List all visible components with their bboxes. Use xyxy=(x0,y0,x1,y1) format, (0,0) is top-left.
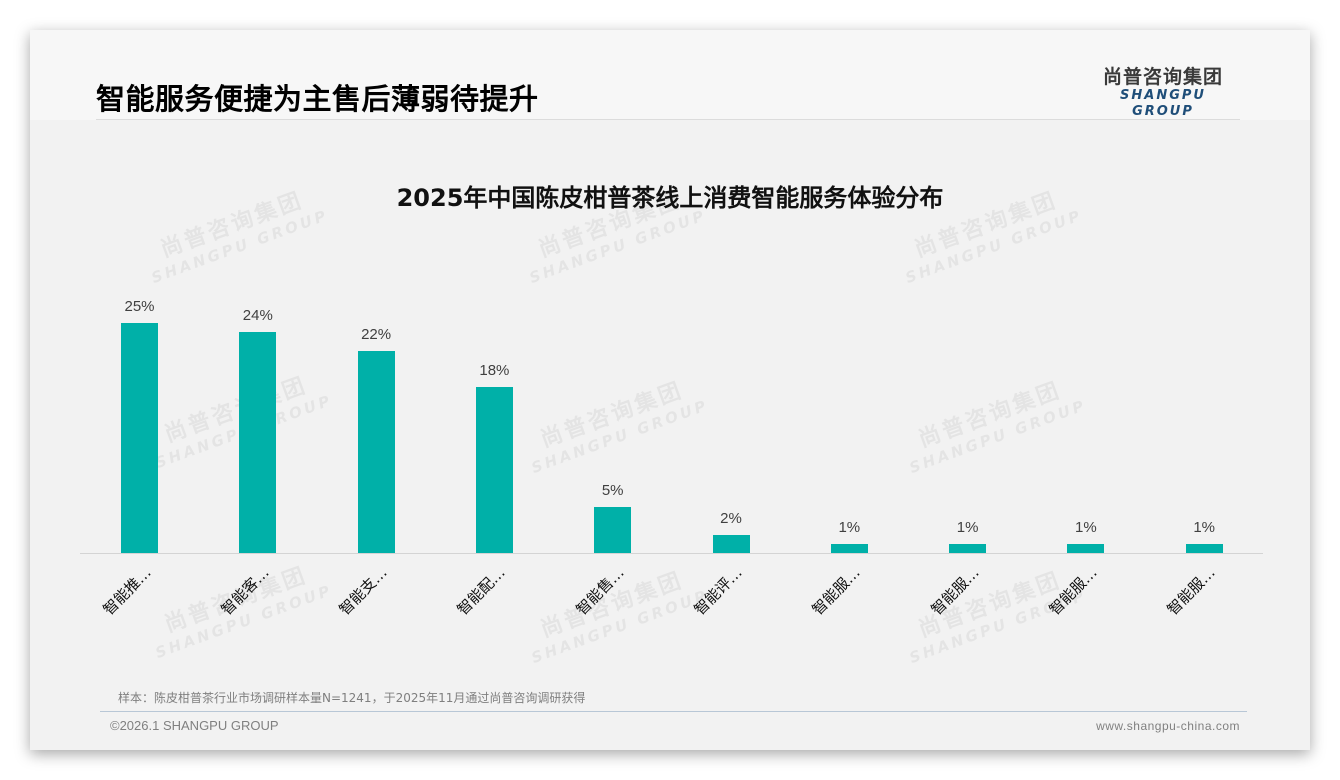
bar-value-label: 18% xyxy=(479,362,510,380)
bar xyxy=(1185,543,1223,553)
bar-value-label: 1% xyxy=(838,518,861,536)
x-axis-category-label: 智能客… xyxy=(217,563,273,619)
bar-value-label: 1% xyxy=(956,518,979,536)
slide: 智能服务便捷为主售后薄弱待提升 尚普咨询集团 SHANGPU GROUP 尚普咨… xyxy=(30,30,1310,750)
x-axis-category-label: 智能服… xyxy=(927,563,983,619)
chart-title: 2025年中国陈皮柑普茶线上消费智能服务体验分布 xyxy=(396,184,944,212)
x-axis-category-label: 智能服… xyxy=(808,563,865,619)
bar xyxy=(121,323,158,553)
bar-value-label: 2% xyxy=(720,509,742,527)
bar xyxy=(1067,543,1105,553)
bar xyxy=(357,350,395,553)
company-logo: 尚普咨询集团 SHANGPU GROUP xyxy=(1088,66,1238,120)
page-title: 智能服务便捷为主售后薄弱待提升 xyxy=(96,82,539,116)
bar xyxy=(949,543,987,553)
x-axis-category-label: 智能支… xyxy=(335,563,391,619)
sample-note: 样本：陈皮柑普茶行业市场调研样本量N=1241，于2025年11月通过尚普咨询调… xyxy=(118,691,586,705)
bar-value-label: 25% xyxy=(124,298,155,315)
header-divider xyxy=(96,119,1240,120)
bar-chart: 25% 智能推… 24% 智能客… 22% 智能支… 18% 智能配… 5% 智能售… 2% 智能评…… xyxy=(30,30,1310,750)
header-band xyxy=(30,30,1310,120)
footer-divider xyxy=(100,711,1247,712)
website-link[interactable]: www.shangpu-china.com xyxy=(1096,719,1240,733)
x-axis-category-label: 智能售… xyxy=(572,563,628,619)
bar xyxy=(594,507,632,553)
copyright-text: ©2026.1 SHANGPU GROUP xyxy=(110,718,279,733)
x-axis-category-label: 智能推… xyxy=(99,563,155,619)
logo-english-text: SHANGPU GROUP xyxy=(1120,88,1206,119)
bar xyxy=(239,332,277,553)
bar xyxy=(830,543,868,553)
bar-value-label: 5% xyxy=(601,482,624,499)
x-axis-category-label: 智能配… xyxy=(453,563,510,619)
logo-chinese-text: 尚普咨询集团 xyxy=(1102,66,1223,88)
x-axis-baseline xyxy=(80,553,1263,554)
x-axis-category-label: 智能服… xyxy=(1045,563,1101,619)
bar-value-label: 1% xyxy=(1193,518,1216,536)
bar-value-label: 1% xyxy=(1075,518,1097,536)
bar xyxy=(712,534,750,553)
bar-value-label: 24% xyxy=(242,307,273,325)
bar-value-label: 22% xyxy=(361,325,392,343)
x-axis-category-label: 智能服… xyxy=(1163,563,1219,619)
bar xyxy=(475,387,513,553)
x-axis-category-label: 智能评… xyxy=(690,563,746,619)
